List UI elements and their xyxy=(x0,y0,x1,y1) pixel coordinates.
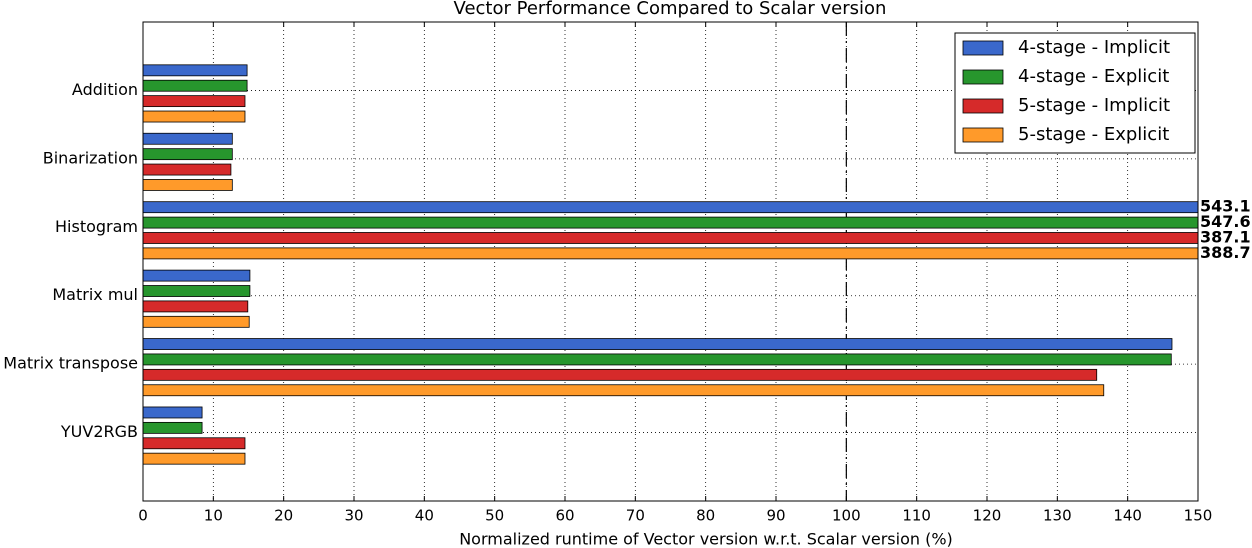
bar xyxy=(142,452,246,465)
bar xyxy=(142,110,246,123)
x-tick-label: 10 xyxy=(204,507,223,525)
bar xyxy=(142,384,1105,397)
bar xyxy=(142,269,251,282)
bar xyxy=(142,232,1199,244)
value-label: 543.1 xyxy=(1200,197,1251,216)
y-tick-label: Matrix mul xyxy=(52,285,138,304)
x-tick-label: 140 xyxy=(1113,507,1142,525)
y-tick-label: Addition xyxy=(72,80,138,99)
x-tick-label: 30 xyxy=(344,507,363,525)
bar xyxy=(142,64,248,77)
bar xyxy=(142,79,248,92)
bar xyxy=(142,201,1199,214)
y-tick-label: Binarization xyxy=(43,148,138,167)
y-tick-label: Matrix transpose xyxy=(3,354,138,373)
legend-swatch xyxy=(962,69,1004,85)
legend-label: 5-stage - Implicit xyxy=(1018,95,1170,116)
x-tick-label: 70 xyxy=(626,507,645,525)
x-tick-label: 40 xyxy=(415,507,434,525)
bar xyxy=(142,132,233,145)
x-tick-label: 90 xyxy=(766,507,785,525)
x-tick-label: 60 xyxy=(555,507,574,525)
bar xyxy=(142,216,1199,229)
x-tick-label: 80 xyxy=(696,507,715,525)
x-tick-label: 150 xyxy=(1184,507,1213,525)
bar xyxy=(142,315,250,328)
plot-frame xyxy=(142,21,1199,502)
x-tick-label: 50 xyxy=(485,507,504,525)
bar xyxy=(142,163,232,176)
bar xyxy=(142,247,1199,260)
bar xyxy=(142,148,233,161)
x-axis-label: Normalized runtime of Vector version w.r… xyxy=(459,530,953,548)
x-tick-label: 0 xyxy=(138,507,148,525)
bar xyxy=(142,95,246,108)
legend-label: 5-stage - Explicit xyxy=(1018,124,1169,145)
legend-label: 4-stage - Explicit xyxy=(1018,66,1169,87)
x-tick-label: 100 xyxy=(832,507,861,525)
bar xyxy=(142,368,1098,381)
bar xyxy=(142,285,251,297)
x-tick-label: 20 xyxy=(274,507,293,525)
chart-title: Vector Performance Compared to Scalar ve… xyxy=(454,0,887,19)
y-tick-label: Histogram xyxy=(55,217,138,236)
x-tick-label: 110 xyxy=(902,507,931,525)
bar xyxy=(142,406,203,419)
x-tick-label: 130 xyxy=(1043,507,1072,525)
x-tick-label: 120 xyxy=(973,507,1002,525)
value-label: 547.6 xyxy=(1200,212,1251,231)
bar xyxy=(142,338,1173,350)
y-tick-label: YUV2RGB xyxy=(60,422,138,441)
legend-swatch xyxy=(962,40,1004,56)
bar xyxy=(142,437,246,450)
value-label: 388.7 xyxy=(1200,243,1251,262)
bar xyxy=(142,300,249,313)
bar xyxy=(142,421,203,434)
legend-swatch xyxy=(962,98,1004,114)
bar xyxy=(142,179,233,191)
legend-label: 4-stage - Implicit xyxy=(1018,37,1170,58)
legend-swatch xyxy=(962,127,1004,143)
value-label: 387.1 xyxy=(1200,227,1251,246)
bar xyxy=(142,353,1172,366)
